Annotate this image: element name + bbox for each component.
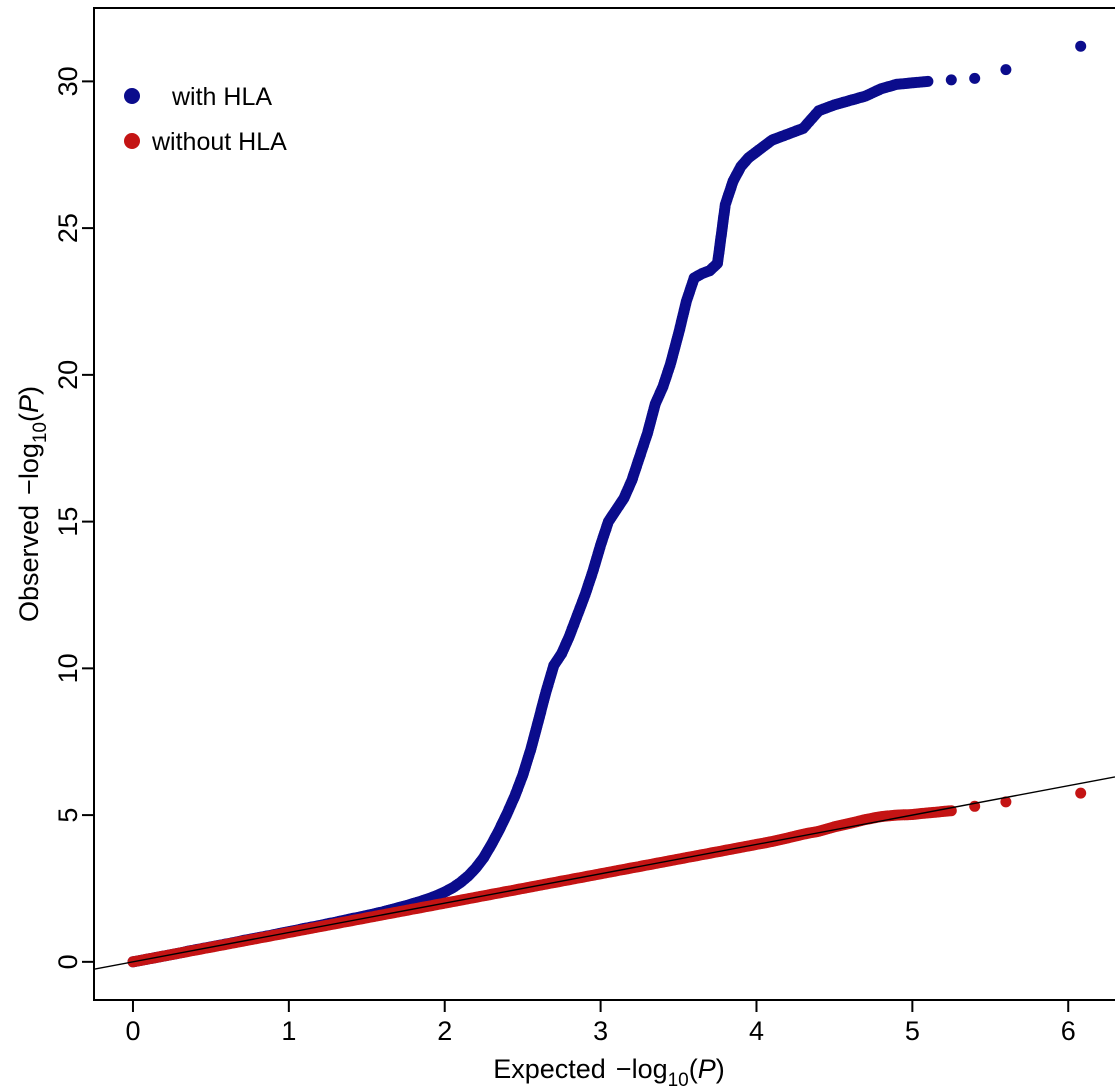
- x-label-close-paren: ): [716, 1054, 725, 1084]
- series-0: [127, 40, 1087, 968]
- y-label-p: P: [14, 395, 44, 413]
- y-tick-label: 0: [53, 954, 83, 969]
- x-label-minus: −: [616, 1054, 632, 1084]
- series-layer: [127, 40, 1087, 968]
- y-label-close-paren: ): [14, 386, 44, 395]
- x-tick-label: 0: [125, 1016, 140, 1046]
- legend: with HLA without HLA: [124, 83, 287, 156]
- data-point: [945, 74, 957, 86]
- x-tick-label: 1: [281, 1016, 296, 1046]
- y-label-text: Observed: [14, 505, 44, 622]
- data-point: [1000, 796, 1012, 808]
- y-tick-label: 5: [53, 808, 83, 823]
- plot-area: [94, 40, 1115, 970]
- data-point: [1000, 64, 1012, 76]
- y-tick-label: 10: [53, 653, 83, 683]
- x-tick-label: 4: [749, 1016, 764, 1046]
- y-axis-label: Observed −log10(P): [14, 386, 51, 622]
- x-axis-label: Expected −log10(P): [493, 1054, 725, 1088]
- y-label-log-base: 10: [30, 422, 51, 443]
- x-axis: 0 1 2 3 4 5 6: [125, 1000, 1076, 1046]
- y-tick-label: 15: [53, 507, 83, 537]
- x-label-log-base: 10: [668, 1070, 689, 1088]
- legend-label-without-hla: without HLA: [151, 128, 287, 156]
- reference-line: [94, 776, 1115, 970]
- legend-label-with-hla: with HLA: [171, 83, 272, 111]
- y-axis: 0 5 10 15 20 25 30: [53, 66, 94, 969]
- x-label-p: P: [698, 1054, 716, 1084]
- legend-marker-without-hla: [124, 133, 140, 149]
- x-tick-label: 6: [1061, 1016, 1076, 1046]
- y-label-open-paren: (: [14, 413, 44, 422]
- x-label-log: log: [632, 1054, 668, 1084]
- legend-marker-with-hla: [124, 88, 140, 104]
- y-label-minus: −: [14, 479, 44, 495]
- x-label-open-paren: (: [689, 1054, 698, 1084]
- plot-frame: [93, 7, 1115, 1001]
- y-tick-label: 20: [53, 360, 83, 390]
- data-point: [1075, 40, 1087, 52]
- data-point: [1075, 787, 1087, 799]
- x-label-text: Expected: [493, 1054, 606, 1084]
- y-tick-label: 25: [53, 213, 83, 243]
- series-1: [127, 787, 1087, 968]
- y-tick-label: 30: [53, 66, 83, 96]
- x-tick-label: 3: [593, 1016, 608, 1046]
- x-tick-label: 2: [437, 1016, 452, 1046]
- data-point: [969, 72, 981, 84]
- y-label-log: log: [14, 443, 44, 479]
- data-point: [922, 75, 934, 87]
- x-tick-label: 5: [905, 1016, 920, 1046]
